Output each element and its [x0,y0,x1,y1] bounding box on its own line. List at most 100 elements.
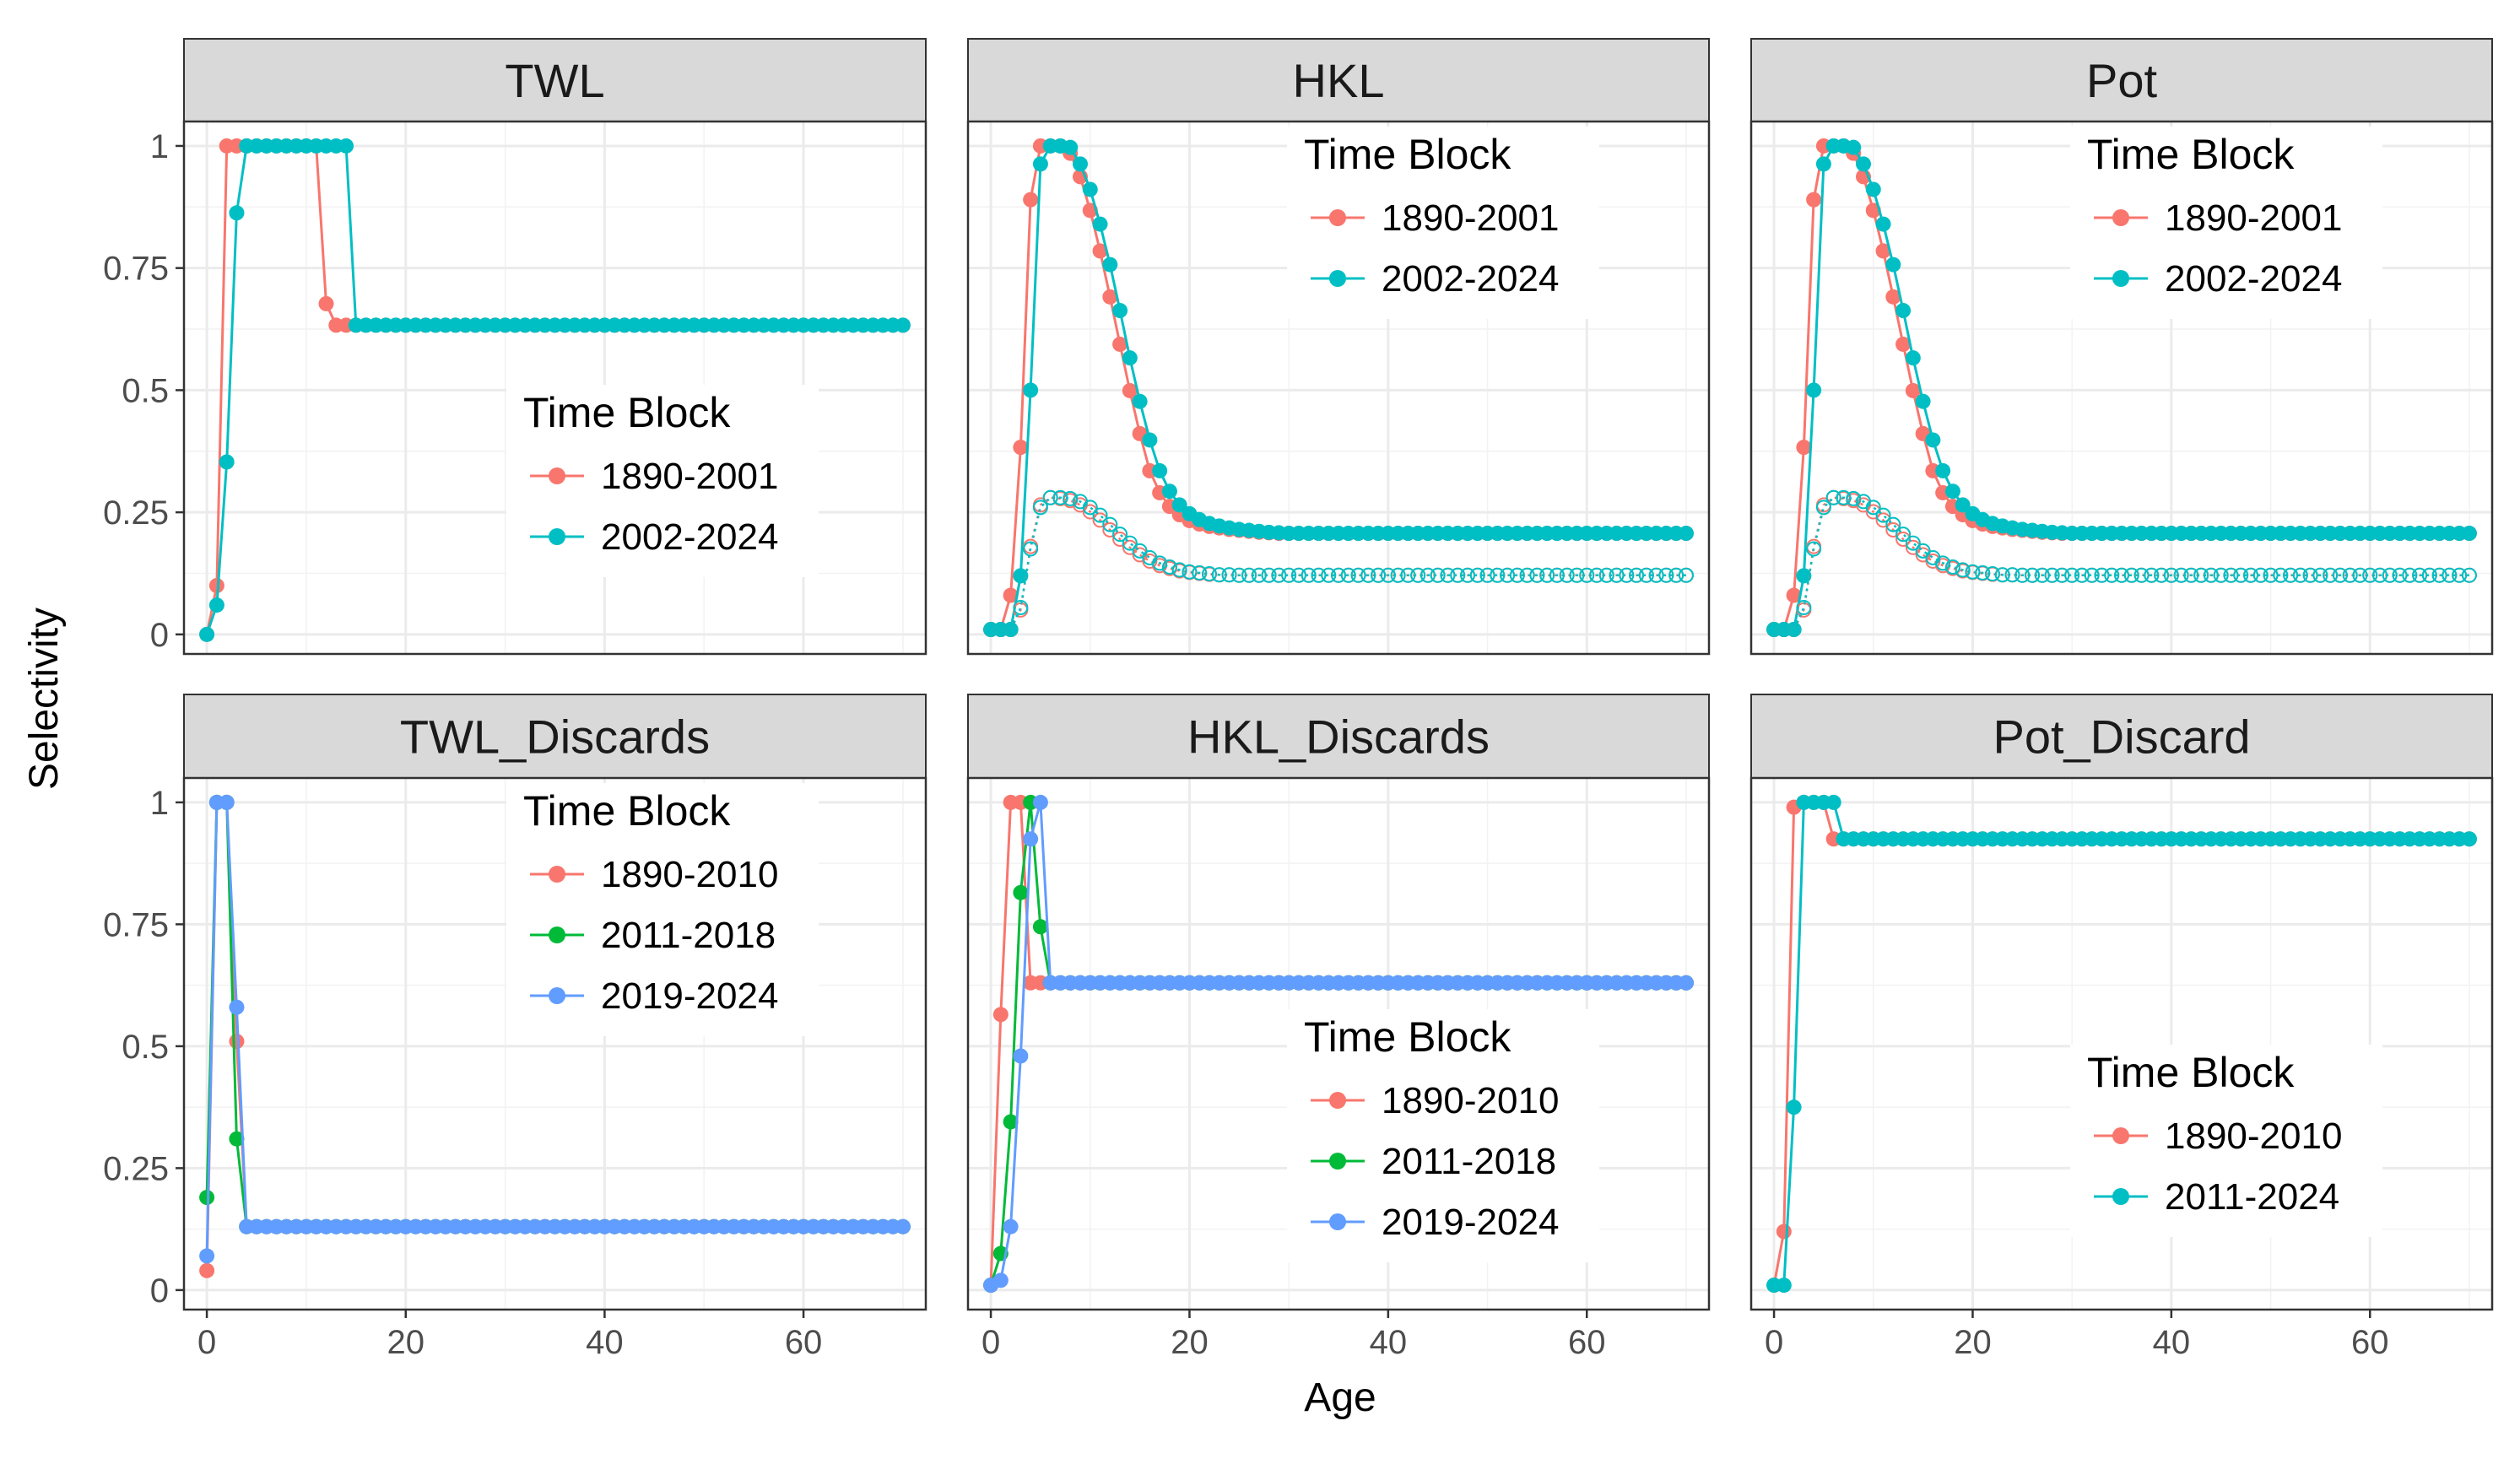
data-point [1122,382,1138,398]
x-tick-label: 0 [1765,1324,1783,1361]
data-point [2044,567,2060,583]
data-point [1569,567,1585,583]
data-point [1331,567,1346,583]
data-point [1142,432,1158,448]
data-point [1678,975,1694,991]
data-point [1271,567,1287,583]
data-point [2392,567,2408,583]
data-point [1013,600,1029,616]
data-point [992,1272,1009,1288]
legend-key-point [1329,1092,1346,1109]
data-point [1895,336,1912,352]
facet-title: Pot [2086,54,2157,107]
data-point [1875,216,1891,232]
data-point [1201,566,1217,582]
y-tick-label: 0 [150,617,169,654]
panel-border [966,776,1711,1311]
data-point [1013,884,1029,900]
data-point [1609,567,1625,583]
panel-hkl-discards: HKL_Discards 0 20 40 60 Time Block 1890-2010 20… [966,694,1711,1361]
legend-label: 1890-2001 [601,456,778,497]
data-point [1935,555,1951,571]
data-point [1935,462,1951,478]
data-point [1905,382,1921,398]
data-point [1836,489,1852,505]
data-point [1102,516,1118,532]
data-point [1092,243,1108,259]
data-point [1102,257,1118,273]
legend-label: 2019-2024 [1382,1202,1559,1243]
data-point [1895,303,1912,319]
data-point [895,317,911,333]
legend-key-point [549,987,565,1004]
data-point [1023,382,1039,398]
facet-title: TWL_Discards [400,710,710,764]
data-point [1281,567,1297,583]
data-point [1975,565,1991,581]
data-point [219,794,235,810]
panel-pot-discard: Pot_Discard 0 20 40 60 Time Block 1890-2010 201… [1749,694,2494,1361]
x-tick-label: 20 [1171,1324,1209,1361]
x-tick-label: 40 [2153,1324,2191,1361]
legend-key-point [1329,1213,1346,1230]
data-point [1112,303,1128,319]
y-tick-label: 0.75 [103,906,169,943]
x-tick-label: 20 [387,1324,425,1361]
legend-label: 1890-2010 [601,854,778,895]
legend-key-point [1329,270,1346,287]
data-point [1619,567,1635,583]
data-point [1500,567,1516,583]
data-point [2233,567,2249,583]
data-point [1875,243,1891,259]
data-point [1052,489,1068,505]
legend-key-point [1329,209,1346,226]
legend: Time Block 1890-2001 2002-2024 [506,385,819,577]
data-point [2302,567,2318,583]
x-tick-label: 0 [982,1324,1000,1361]
data-point [1032,919,1048,935]
data-point [1420,567,1436,583]
data-point [1796,440,1812,456]
data-point [2025,567,2041,583]
data-point [1171,562,1187,578]
legend-label: 1890-2010 [2165,1116,2342,1157]
data-point [1885,516,1901,532]
data-point [1003,622,1019,638]
data-point [2442,567,2458,583]
y-tick-label: 0.75 [103,251,169,288]
data-point [1410,567,1426,583]
facet-strip [967,38,1710,122]
data-point [1231,567,1247,583]
data-point [2362,567,2378,583]
data-point [1460,567,1476,583]
data-point [2461,831,2477,847]
data-point [1815,156,1831,172]
data-point [1032,500,1048,516]
facet-strip [967,694,1710,779]
y-tick-label: 0.25 [103,1150,169,1187]
x-tick-label: 40 [1370,1324,1408,1361]
data-point [1092,512,1108,528]
legend-key-point [2112,270,2129,287]
data-point [1629,567,1645,583]
data-point [1371,567,1387,583]
data-point [1776,1224,1792,1240]
data-point [1221,567,1237,583]
legend-label: 1890-2010 [1382,1080,1559,1121]
panel-border [1749,776,2494,1311]
data-point [1825,794,1841,810]
data-point [2154,567,2170,583]
data-point [1490,567,1506,583]
data-point [1290,567,1306,583]
legend-label: 2011-2018 [1382,1141,1556,1182]
data-point [1905,350,1921,366]
facet-title: Pot_Discard [1993,710,2250,764]
panel-twl: TWL 0 0.25 0.5 0.75 1 Time Block 1890-2001 2002-… [103,38,927,656]
data-point [1539,567,1555,583]
data-point [1013,568,1029,584]
series-2019-2024 [199,794,911,1264]
panel-border [1749,120,2494,656]
legend-key-point [549,528,565,545]
data-point [2173,567,2189,583]
data-point [1182,564,1198,580]
